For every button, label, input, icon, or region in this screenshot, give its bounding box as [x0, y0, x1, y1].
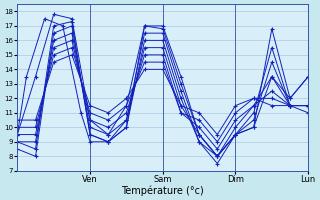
X-axis label: Température (°c): Température (°c): [121, 185, 204, 196]
